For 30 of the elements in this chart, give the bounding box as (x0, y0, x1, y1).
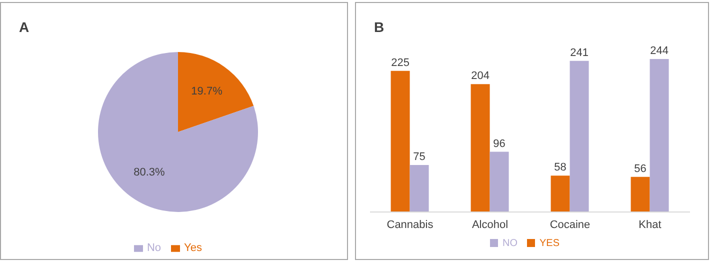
legend-label: NO (502, 238, 518, 249)
bar (650, 59, 669, 212)
bar (470, 84, 490, 212)
legend-label: Yes (184, 242, 202, 254)
bar (630, 176, 650, 212)
chart-title: B (374, 19, 384, 35)
data-label: 241 (570, 46, 588, 59)
x-tick-label: Cannabis (386, 218, 434, 231)
x-tick-label: Alcohol (472, 218, 508, 231)
data-label: 225 (391, 56, 410, 69)
data-label: 244 (650, 45, 668, 57)
data-label: 58 (554, 162, 566, 174)
x-tick-label: Cocaine (550, 218, 590, 231)
bar (550, 176, 570, 212)
data-label: 96 (493, 138, 506, 150)
legend-label: No (146, 242, 162, 254)
data-label: 75 (413, 150, 426, 163)
data-label: 80.3% (134, 166, 166, 178)
data-label: 204 (471, 70, 490, 82)
bar (570, 60, 589, 212)
bar (490, 152, 509, 212)
chart-title: A (19, 19, 30, 35)
legend-label: YES (539, 238, 560, 249)
bar (390, 70, 410, 212)
pie-slice (178, 52, 254, 132)
data-label: 56 (634, 162, 646, 175)
x-tick-label: Khat (638, 218, 662, 231)
pie-slice (98, 52, 258, 212)
bar (410, 164, 429, 212)
data-label: 19.7% (191, 86, 223, 98)
